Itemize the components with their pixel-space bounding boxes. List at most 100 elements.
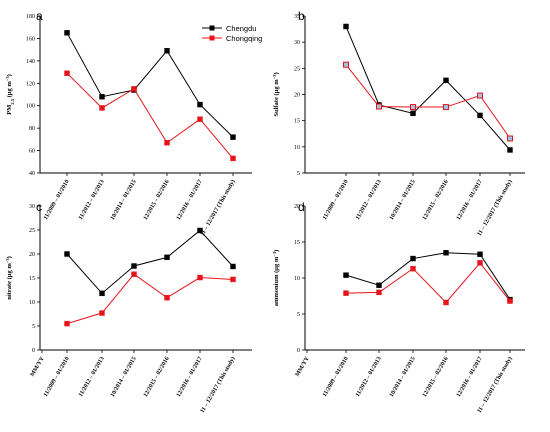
y-axis-label: ammonium (μg m−3) [272,250,281,307]
x-tick-label: 11/2009 – 01/2010 [43,356,71,398]
y-tick-label: 20 [29,252,35,258]
y-tick-label: 160 [26,36,35,42]
y-tick-label: 0 [297,348,300,354]
x-tick-label: 12/2016 – 01/2017 [456,179,484,221]
x-tick-label: 12/2016 – 01/2017 [176,356,204,398]
x-tick-label: 11/2009 – 01/2010 [322,179,350,221]
y-tick-label: 40 [29,171,35,177]
data-point-chengdu [443,250,449,256]
data-point-chongqing [443,104,449,111]
legend-label: Chongqing [226,34,262,43]
data-point-chongqing [507,298,513,304]
panel-b: 5 10 15 20 25 30 35 11/2009 – 01/2010 11/2012 – … [272,9,525,238]
y-tick-label: 5 [297,312,300,318]
y-tick-label: 0 [32,348,35,354]
data-point-chongqing [197,116,203,122]
data-point-chongqing [164,140,170,146]
x-tick-label: 12/2016 – 01/2017 [176,179,204,221]
x-tick-label: 11/2012 – 01/2013 [355,179,383,221]
series-line-chongqing [66,273,234,325]
x-tick-label: 11/2012 – 01/2013 [78,356,106,398]
x-tick-label: 11 – 12/2017 (This study) [476,179,514,238]
x-tick-label: 11 – 12/2017 (This study) [476,356,514,415]
data-point-chongqing [99,105,105,111]
x-tick-label: 11/2009 – 01/2010 [322,356,350,398]
data-point-chengdu [64,251,70,257]
data-point-chongqing [376,103,382,110]
data-point-chongqing [131,86,137,92]
y-tick-label: 10 [29,300,35,306]
panel-letter: b [298,9,305,23]
data-point-chengdu [197,227,203,234]
y-tick-label: 30 [294,40,300,46]
data-point-chongqing [343,61,349,68]
data-point-chongqing [230,155,236,162]
data-point-chongqing [477,92,483,99]
data-point-chengdu [343,272,349,278]
x-tick-label: 10/2014 – 01/2015 [110,356,138,398]
panel-letter: c [36,200,42,214]
y-axis-label: PM2.5 (μg m−3) [5,74,15,115]
data-point-chongqing [197,274,203,281]
y-axis-label: nitrate (μg m−3) [5,256,14,300]
data-point-chengdu [230,263,236,270]
data-point-chongqing [131,271,137,277]
legend-marker [209,25,215,31]
x-tick-label: 12/2015 – 02/2016 [422,179,450,221]
y-axis-label: Sulfate (μg m−3) [272,72,281,116]
y-tick-label: 15 [29,276,35,282]
x-tick-label: 10/2014 – 01/2015 [110,179,138,221]
series-line-chengdu [66,32,234,138]
data-point-chongqing [164,294,170,301]
data-point-chengdu [477,251,483,257]
x-tick-label: 11 – 12/2017 (This study) [199,179,237,238]
x-tick-label: MM/YY [30,355,46,377]
data-point-chengdu [64,30,70,36]
y-tick-label: 120 [26,81,35,87]
y-tick-label: 30 [29,204,35,210]
y-tick-label: 15 [294,240,300,246]
series-line-chongqing [345,262,511,304]
x-tick-label: 12/2015 – 02/2016 [422,356,450,398]
data-point-chengdu [99,94,105,100]
series-line-chengdu [345,252,511,300]
series-line-chengdu [345,26,511,151]
x-tick-label: 10/2014 – 01/2015 [389,179,417,221]
data-point-chengdu [343,23,349,30]
y-tick-label: 10 [294,145,300,151]
data-point-chengdu [230,134,236,140]
x-tick-label: 11 – 12/2017 (This study) [199,356,237,415]
y-tick-label: 20 [294,93,300,99]
data-point-chengdu [507,147,513,153]
data-point-chongqing [64,70,70,76]
y-tick-label: 20 [294,204,300,210]
data-point-chongqing [376,289,382,296]
series-line-chongqing [66,72,234,159]
panel-d: 0 5 10 15 20 MM/YY 11/2009 – 01/2010 11/2012 – … [272,200,525,415]
x-tick-label: 12/2016 – 01/2017 [456,356,484,398]
data-point-chengdu [443,77,449,84]
data-point-chongqing [64,320,70,327]
data-point-chongqing [410,265,416,272]
y-tick-label: 140 [26,59,35,65]
data-point-chongqing [99,310,105,316]
panel-letter: d [298,200,305,214]
data-point-chengdu [477,112,483,119]
x-tick-label: 10/2014 – 01/2015 [389,356,417,398]
data-point-chengdu [164,48,170,54]
y-tick-label: 25 [29,228,35,234]
x-tick-label: 11/2012 – 01/2013 [355,356,383,398]
data-point-chongqing [343,290,349,296]
x-tick-label: MM/YY [295,355,311,377]
y-tick-label: 180 [26,14,35,20]
y-tick-label: 100 [26,104,35,110]
data-point-chengdu [376,282,382,288]
y-tick-label: 80 [29,126,35,132]
y-tick-label: 25 [294,66,300,72]
data-point-chengdu [131,263,137,269]
y-tick-label: 5 [32,324,35,330]
series-line-chongqing [345,64,511,139]
